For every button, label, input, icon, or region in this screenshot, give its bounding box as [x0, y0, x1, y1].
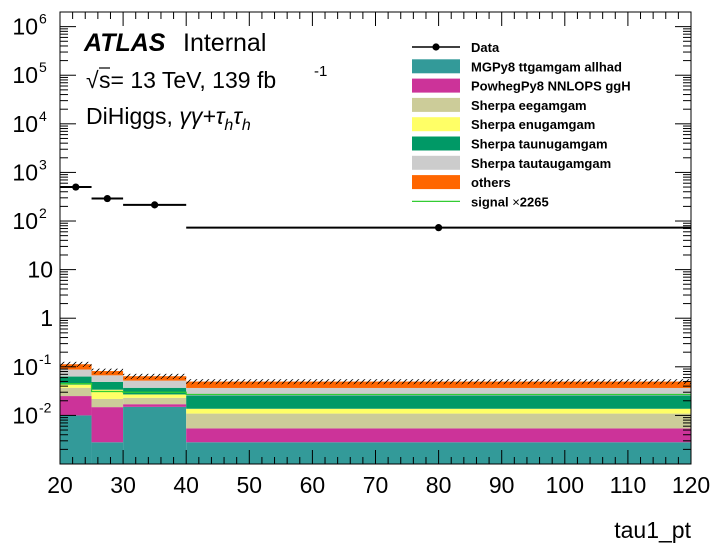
y-tick-label: 10 [12, 402, 38, 428]
legend-swatch [412, 59, 460, 74]
stack-bar [123, 380, 187, 388]
x-tick-label: 110 [610, 472, 647, 498]
uncertainty-hatch [60, 361, 92, 367]
channel-formula: γγ+τhτh [179, 103, 251, 134]
channel-prefix: DiHiggs, [86, 103, 179, 129]
stack-bar [91, 381, 124, 390]
stack-bar [60, 369, 92, 377]
legend-swatch [412, 175, 460, 190]
stack-bar [60, 396, 92, 416]
x-tick-label: 30 [110, 472, 136, 498]
stack-bar [91, 442, 124, 464]
legend-label: PowhegPy8 NNLOPS ggH [471, 79, 631, 94]
y-tick-exponent: 5 [39, 59, 47, 75]
x-tick-label: 60 [300, 472, 326, 498]
legend-label: signal ×2265 [471, 194, 549, 209]
y-tick-label: 10 [12, 208, 38, 234]
legend: Data MGPy8 ttgamgam allhad PowhegPy8 NNLOP… [412, 40, 631, 209]
x-tick-label: 80 [426, 472, 452, 498]
legend-label: Sherpa taunugamgam [471, 137, 608, 152]
legend-swatch [412, 97, 460, 112]
stack-bar [60, 376, 92, 385]
legend-label: Data [471, 40, 500, 55]
formula-subscript: h [224, 117, 233, 134]
y-tick-exponent: -1 [39, 351, 52, 367]
energy-label: s= 13 TeV, 139 fb [99, 67, 276, 93]
legend-label: MGPy8 ttgamgam allhad [471, 59, 622, 74]
signal-series [60, 383, 691, 396]
stack-bar [91, 375, 124, 382]
y-tick-exponent: 2 [39, 205, 47, 221]
stack-bar [123, 397, 187, 405]
stack-bar [123, 394, 187, 398]
legend-swatch [412, 78, 460, 93]
formula-part: τ [233, 103, 243, 129]
formula-part: γγ+τ [179, 103, 225, 129]
stack-bar [186, 387, 691, 396]
stack-bar [186, 428, 691, 443]
x-tick-label: 40 [173, 472, 199, 498]
x-tick-label: 50 [237, 472, 263, 498]
legend-label: Sherpa eegamgam [471, 98, 587, 113]
x-tick-label: 90 [489, 472, 515, 498]
y-tick-label: 10 [27, 257, 53, 283]
legend-label: Sherpa enugamgam [471, 117, 595, 132]
legend-scale-value: 2265 [520, 194, 549, 209]
y-tick-label: 10 [12, 62, 38, 88]
legend-swatch [412, 117, 460, 132]
stack-bar [123, 404, 187, 407]
x-tick-label: 100 [546, 472, 584, 498]
internal-label: Internal [183, 29, 266, 57]
uncertainty-hatch [186, 379, 691, 385]
legend-scale-factor: × [509, 194, 520, 209]
uncertainty-hatch [91, 368, 124, 374]
y-tick-label: 1 [40, 305, 53, 331]
y-tick-label: 10 [12, 14, 38, 40]
y-tick-exponent: 3 [39, 156, 47, 172]
stack-bar [60, 387, 92, 397]
y-tick-label: 10 [12, 354, 38, 380]
uncertainty-hatch [123, 373, 187, 379]
channel-label: DiHiggs, γγ+τhτh [86, 103, 251, 134]
data-point [151, 201, 159, 209]
data-series [60, 183, 691, 232]
legend-label: others [471, 175, 511, 190]
stack-bar [123, 387, 187, 395]
legend-label: Sherpa tautaugamgam [471, 156, 611, 171]
stack-bar [60, 384, 92, 388]
data-point [103, 194, 111, 203]
y-tick-label: 10 [12, 111, 38, 137]
formula-subscript: h [242, 117, 251, 134]
uncertainty-band [60, 361, 691, 385]
legend-data-marker [432, 43, 440, 51]
stack-bar [91, 407, 124, 443]
stack-bar [186, 381, 691, 388]
stack-bar [60, 415, 92, 464]
stack-bar [186, 408, 691, 414]
x-tick-label: 120 [672, 472, 710, 498]
stack-bar [123, 406, 187, 464]
x-tick-label: 70 [363, 472, 389, 498]
y-tick-exponent: -2 [39, 399, 52, 415]
atlas-label: ATLAS [83, 29, 166, 57]
legend-swatch [412, 155, 460, 170]
x-axis-title: tau1_pt [614, 517, 691, 543]
sqrt-symbol: √ [86, 67, 99, 93]
data-point [72, 183, 80, 191]
signal-line [60, 383, 691, 396]
stack-bar [91, 398, 124, 408]
stack-bar [186, 395, 691, 409]
stack-bar [91, 389, 124, 399]
legend-swatch [412, 136, 460, 151]
data-point [435, 224, 443, 232]
y-tick-exponent: 4 [39, 108, 47, 124]
y-tick-exponent: 6 [39, 11, 47, 27]
stack-bar [186, 413, 691, 429]
y-tick-label: 10 [12, 159, 38, 185]
x-tick-label: 20 [47, 472, 73, 498]
energy-exponent: -1 [314, 63, 327, 80]
